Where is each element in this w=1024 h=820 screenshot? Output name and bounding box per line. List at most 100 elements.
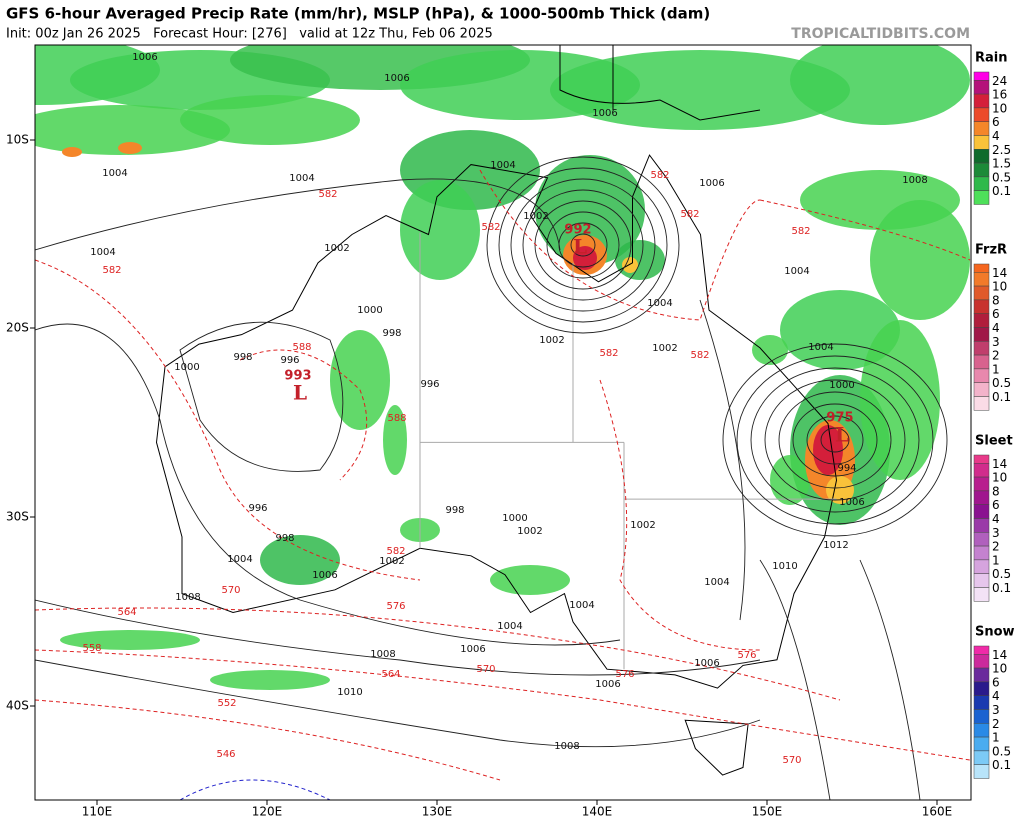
legend-label: 8 <box>992 484 1000 498</box>
heavy-precip <box>62 147 82 157</box>
lon-label: 130E <box>422 805 453 819</box>
legend-swatch <box>973 80 990 95</box>
isobar <box>522 189 644 301</box>
isobar-label: 1008 <box>902 175 927 186</box>
coastline <box>684 719 749 776</box>
lat-label: 30S <box>6 510 29 524</box>
thickness-label: 546 <box>216 749 235 760</box>
thickness-line <box>479 169 761 321</box>
legend-swatch <box>973 750 990 765</box>
legend-swatch <box>973 190 990 205</box>
legend-swatch <box>973 263 990 273</box>
isobar-label: 1002 <box>379 556 404 567</box>
legend-swatch <box>973 341 990 356</box>
isobar <box>820 427 850 453</box>
low-symbol: L <box>573 235 587 259</box>
low-symbol: L <box>835 423 849 447</box>
isobar <box>35 659 761 748</box>
coastline <box>559 45 761 121</box>
isobar-label: 998 <box>445 505 464 516</box>
isobar-label: 1006 <box>699 178 724 189</box>
legend-label: 16 <box>992 88 1007 102</box>
thickness-line <box>239 349 368 481</box>
isobar-label: 1006 <box>312 570 337 581</box>
legend-label: 8 <box>992 293 1000 307</box>
legend-swatch <box>973 135 990 150</box>
isobar <box>699 299 746 621</box>
isobar <box>498 167 668 323</box>
legend-swatch <box>973 573 990 588</box>
thickness-line <box>35 649 971 761</box>
legend: Rain241610642.51.50.50.1FrzR14108643210.… <box>973 51 1015 779</box>
precip-area <box>210 670 330 690</box>
isobar <box>722 343 948 537</box>
thickness-line <box>759 199 971 261</box>
lon-label: 160E <box>922 805 953 819</box>
low-symbol: L <box>293 381 307 405</box>
legend-label: 6 <box>992 307 1000 321</box>
legend-label: 10 <box>992 101 1007 115</box>
precip-area <box>490 565 570 595</box>
thickness-label: 582 <box>690 350 709 361</box>
map-subtitle: Init: 00z Jan 26 2025 Forecast Hour: [27… <box>6 27 493 42</box>
legend-swatch <box>973 518 990 533</box>
isobar-label: 1000 <box>502 513 527 524</box>
precip-area <box>790 45 970 125</box>
low-pressure: 992 <box>564 223 591 238</box>
lon-label: 140E <box>582 805 613 819</box>
legend-label: 1 <box>992 362 1000 376</box>
isobar <box>570 233 596 257</box>
isobar <box>179 321 344 472</box>
legend-label: 0.5 <box>992 170 1011 184</box>
thickness-label: 564 <box>381 669 400 680</box>
legend-swatch <box>973 93 990 109</box>
isobar-label: 1002 <box>539 335 564 346</box>
thickness-label: 582 <box>386 546 405 557</box>
thickness-label: 576 <box>615 669 634 680</box>
isobar <box>546 211 620 279</box>
isobar-label: 1006 <box>460 644 485 655</box>
legend-label: 0.1 <box>992 581 1011 595</box>
thickness-label: 588 <box>292 342 311 353</box>
legend-label: 2 <box>992 717 1000 731</box>
isobar-label: 1008 <box>175 592 200 603</box>
thickness-line <box>599 379 761 651</box>
legend-swatch <box>973 545 990 561</box>
isobar <box>534 200 632 290</box>
axes: 110E 120E 130E 140E 150E 160E 10S 20S 30S 40S <box>6 133 952 819</box>
legend-label: 1 <box>992 731 1000 745</box>
precip-area <box>260 535 340 585</box>
thickness-line <box>35 259 421 581</box>
legend-swatch <box>973 587 990 602</box>
legend-label: 6 <box>992 498 1000 512</box>
legend-title: Rain <box>975 51 1008 66</box>
legend-swatch <box>973 454 990 464</box>
thickness-line <box>35 699 501 781</box>
thickness-label: 582 <box>102 265 121 276</box>
legend-swatch <box>973 149 990 164</box>
legend-label: 4 <box>992 321 1000 335</box>
thickness-label: 582 <box>599 348 618 359</box>
low-pressure: 975 <box>826 411 853 426</box>
thickness-label: 552 <box>217 698 236 709</box>
thickness-label: 576 <box>386 601 405 612</box>
isobar <box>510 178 656 312</box>
thickness-label: 582 <box>791 226 810 237</box>
isobar <box>736 355 934 525</box>
isobar <box>35 178 561 251</box>
legend-swatch <box>973 654 990 669</box>
legend-swatch <box>973 382 990 397</box>
precip-area <box>615 240 665 280</box>
isobar-label: 996 <box>280 355 299 366</box>
isobar-label: 1006 <box>592 108 617 119</box>
isobar-label: 998 <box>275 533 294 544</box>
precip-area <box>330 330 390 430</box>
legend-swatch <box>973 354 990 370</box>
heavy-precip <box>622 257 638 273</box>
legend-label: 10 <box>992 662 1007 676</box>
legend-swatch <box>973 709 990 724</box>
legend-swatch <box>973 463 990 478</box>
precip-area <box>60 630 200 650</box>
precip-area <box>400 180 480 280</box>
isobar-label: 1010 <box>772 561 797 572</box>
